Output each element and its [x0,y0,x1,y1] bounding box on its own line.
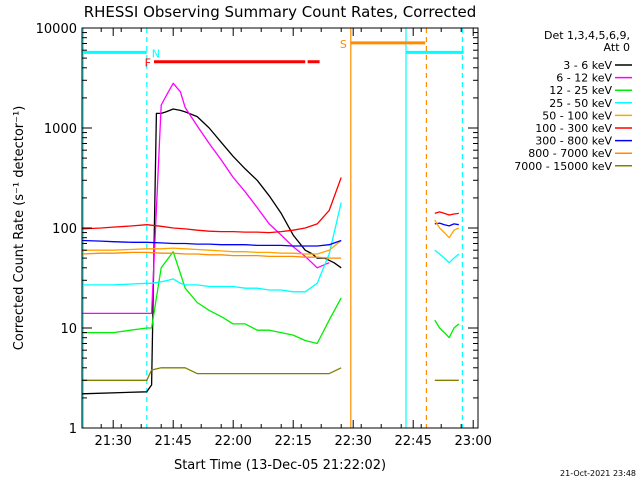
flag-bars: NF S [82,38,464,70]
legend-entry-label: 800 - 7000 keV [528,147,612,160]
legend-entry-label: 6 - 12 keV [556,72,612,85]
legend-entry-label: 7000 - 15000 keV [514,160,612,173]
legend-entry-label: 300 - 800 keV [535,135,612,148]
series-line [82,239,342,255]
series-segment [434,211,459,216]
x-tick-label: 22:30 [334,434,371,449]
x-tick-label: 21:45 [154,434,191,449]
y-axis-label: Corrected Count Rate (s⁻¹ detector⁻¹) [12,106,27,351]
x-tick-label: 21:30 [94,434,131,449]
chart-title: RHESSI Observing Summary Count Rates, Co… [84,3,477,21]
legend-entry-label: 12 - 25 keV [549,84,612,97]
legend-entry-label: 100 - 300 keV [535,122,612,135]
series-segment [434,249,460,264]
series-line [82,239,342,247]
series-line [82,367,342,381]
series-segment [434,219,460,239]
legend-entry-label: 50 - 100 keV [542,109,612,122]
series-line [82,251,342,259]
y-tick-label: 10 [60,322,77,337]
legend-entry-label: 3 - 6 keV [563,59,612,72]
timestamp: 21-Oct-2021 23:48 [560,469,636,478]
legend-header-line-1: Det 1,3,4,5,6,9, [544,29,630,42]
legend-entry-label: 25 - 50 keV [549,97,612,110]
legend-header-line-2: Att 0 [604,41,630,54]
vertical-markers [82,28,463,428]
x-tick-label: 22:15 [274,434,311,449]
y-tick-label: 1 [69,422,77,437]
y-tick-label: 1000 [44,122,77,137]
flag-label: F [145,57,151,70]
y-axis: 1 10 100 1000 10000 [36,22,478,437]
series-line [82,202,342,293]
x-tick-label: 22:00 [214,434,251,449]
x-axis: 21:30 21:45 22:00 22:15 22:30 22:45 23:00 [94,28,492,449]
series-line [82,177,342,234]
x-tick-label: 23:00 [454,434,491,449]
flag-label: S [340,38,347,51]
series-line [82,251,342,345]
series-lines [82,82,460,395]
x-tick-label: 22:45 [394,434,431,449]
series-segment [434,319,460,339]
y-tick-label: 100 [52,222,77,237]
flag-label: N [152,47,160,60]
y-tick-label: 10000 [36,22,77,37]
x-axis-label: Start Time (13-Dec-05 21:22:02) [174,458,386,473]
series-line [82,82,330,315]
series-segment [434,222,459,227]
